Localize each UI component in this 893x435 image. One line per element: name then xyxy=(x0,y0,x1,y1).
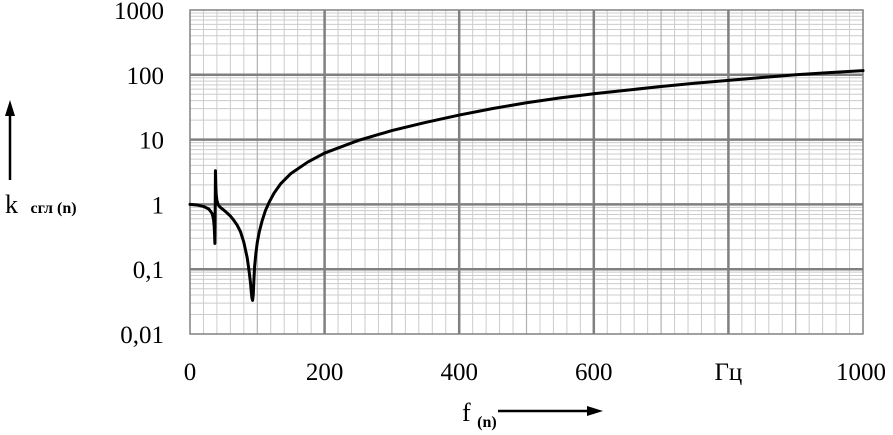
svg-text:k сгл (n): k сгл (n) xyxy=(5,190,77,219)
x-tick-label: Гц xyxy=(714,359,742,386)
x-tick-label: 400 xyxy=(440,359,478,386)
y-tick-label: 1 xyxy=(152,192,165,219)
series-line xyxy=(188,69,865,302)
x-axis-label-main: f xyxy=(462,398,471,427)
x-axis-label: f (n) xyxy=(462,398,603,431)
x-tick-label: 600 xyxy=(575,359,613,386)
y-axis-label: k сгл (n) xyxy=(5,100,77,219)
x-tick-label: 1000 xyxy=(836,359,886,386)
y-axis-label-sub: сгл (n) xyxy=(31,200,77,217)
y-tick-label: 100 xyxy=(127,63,165,90)
x-axis-label-sub: (n) xyxy=(477,414,497,431)
x-tick-labels: 0 200 400 600 Гц 1000 xyxy=(184,359,886,386)
y-tick-label: 0,1 xyxy=(133,257,164,284)
major-grid xyxy=(190,10,863,334)
x-axis-arrow-head xyxy=(587,406,603,416)
y-tick-label: 0,01 xyxy=(120,322,164,349)
y-tick-label: 10 xyxy=(139,128,164,155)
y-tick-label: 1000 xyxy=(114,0,164,25)
x-tick-label: 0 xyxy=(184,359,197,386)
y-axis-label-main: k xyxy=(5,190,18,219)
plot-frame xyxy=(189,9,864,335)
y-tick-labels: 0,01 0,1 1 10 100 1000 xyxy=(114,0,164,349)
x-tick-label: 200 xyxy=(306,359,344,386)
y-axis-arrow-head xyxy=(5,100,15,116)
svg-text:f (n): f (n) xyxy=(462,398,497,431)
